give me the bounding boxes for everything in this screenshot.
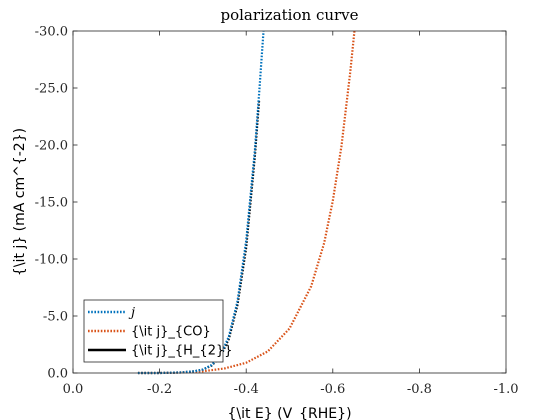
y-tick-label: -25.0 (35, 82, 68, 97)
y-tick-label: 0.0 (47, 367, 68, 382)
y-axis-label: {\it j} (mA cm^{-2}) (12, 128, 28, 276)
legend-label-2: {\it j}_{H_{2}} (131, 344, 233, 359)
chart-title: polarization curve (220, 6, 358, 24)
y-tick-label: -15.0 (35, 196, 68, 211)
x-tick-label: 0.0 (63, 382, 84, 397)
y-axis-ticks: 0.0 -5.0 -10.0 -15.0 -20.0 -25.0 -30.0 (35, 25, 506, 382)
legend-label-1: {\it j}_{CO} (131, 325, 211, 340)
x-tick-label: -1.0 (493, 382, 518, 397)
y-tick-label: -30.0 (35, 25, 68, 40)
series-line-1 (137, 30, 356, 375)
x-tick-label: -0.2 (147, 382, 172, 397)
y-tick-label: -5.0 (43, 310, 68, 325)
y-tick-label: -20.0 (35, 139, 68, 154)
legend-label-0: j (128, 306, 135, 321)
legend: j {\it j}_{CO} {\it j}_{H_{2}} (83, 299, 233, 363)
x-tick-label: -0.4 (234, 382, 259, 397)
x-tick-label: -0.8 (407, 382, 432, 397)
legend-box (83, 299, 224, 363)
x-axis-ticks: 0.0 -0.2 -0.4 -0.6 -0.8 -1.0 (63, 31, 519, 397)
x-axis-label: {\it E} (V_{RHE}) (227, 406, 351, 420)
x-tick-label: -0.6 (320, 382, 345, 397)
y-tick-label: -10.0 (35, 253, 68, 268)
